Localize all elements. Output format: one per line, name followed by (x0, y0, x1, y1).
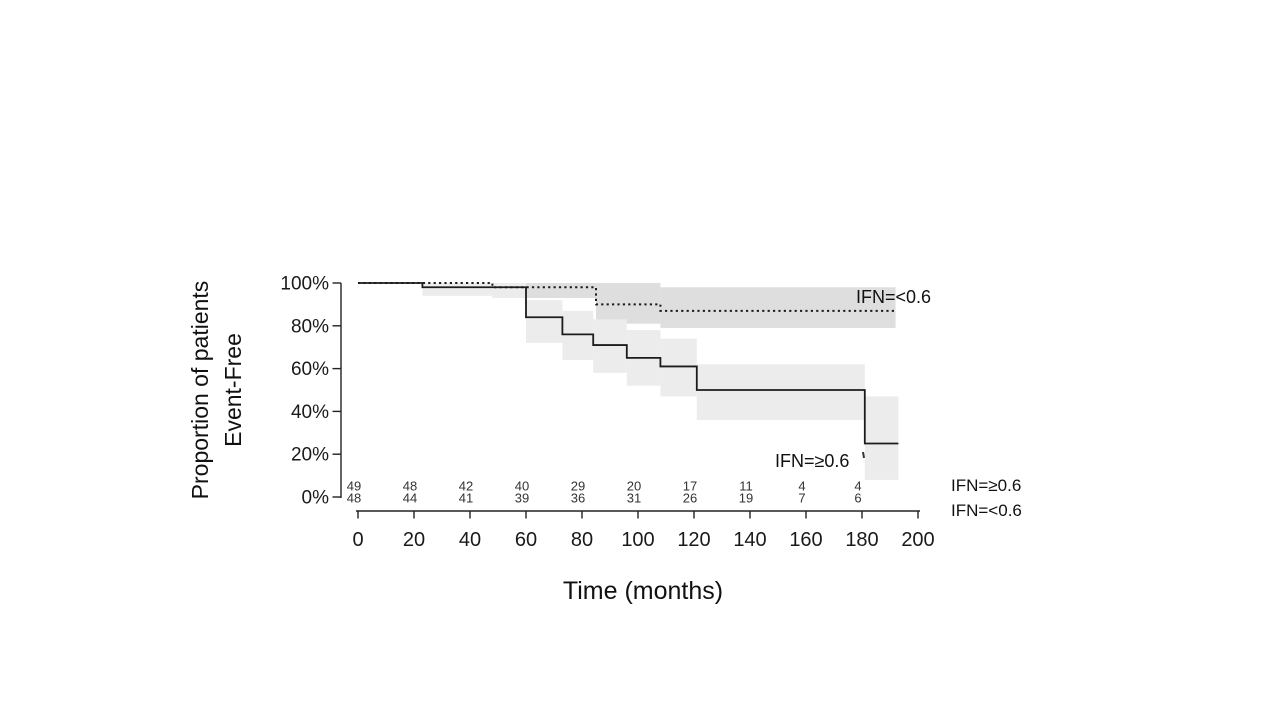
risk-count-ifn-ge-0.6: 17 (683, 479, 697, 494)
ci-band-ifn-ge-0.6 (660, 338, 697, 397)
y-tick-label: 60% (291, 359, 329, 380)
ci-band-ifn-ge-0.6 (864, 396, 899, 480)
risk-count-ifn-lt-0.6: 31 (627, 491, 641, 506)
x-tick-label: 180 (845, 529, 878, 551)
x-tick-label: 0 (352, 529, 363, 551)
x-tick-label: 40 (459, 529, 481, 551)
risk-count-ifn-lt-0.6: 26 (683, 491, 697, 506)
y-tick-label: 0% (302, 488, 330, 509)
censor-tick (862, 451, 865, 459)
x-tick-label: 160 (789, 529, 822, 551)
x-tick-label: 100 (621, 529, 654, 551)
km-curve-ifn-lt-0.6 (358, 282, 896, 312)
ci-band-ifn-lt-0.6 (596, 283, 661, 324)
x-tick-label: 200 (901, 529, 934, 551)
risk-count-ifn-ge-0.6: 40 (515, 479, 529, 494)
curve-label-ifn-lt-0.6: IFN=<0.6 (856, 287, 932, 307)
ci-band-ifn-ge-0.6 (562, 310, 594, 361)
risk-count-ifn-lt-0.6: 6 (854, 491, 861, 506)
y-tick-label: 80% (291, 316, 329, 337)
risk-count-ifn-ge-0.6: 42 (459, 479, 473, 494)
risk-count-ifn-lt-0.6: 19 (739, 491, 753, 506)
risk-count-ifn-lt-0.6: 36 (571, 491, 585, 506)
y-tick-label: 20% (291, 445, 329, 466)
risk-count-ifn-ge-0.6: 49 (347, 479, 361, 494)
risk-count-ifn-lt-0.6: 48 (347, 491, 361, 506)
y-axis-title-line2: Event-Free (220, 333, 246, 447)
x-axis-title: Time (months) (562, 577, 724, 605)
ci-band-ifn-ge-0.6 (696, 364, 865, 420)
risk-row-label-ifn-lt-0.6: IFN=<0.6 (951, 501, 1022, 520)
curve-label-ifn-ge-0.6: IFN=≥0.6 (775, 451, 850, 471)
risk-count-ifn-ge-0.6: 48 (403, 479, 417, 494)
y-axis-title-line1: Proportion of patients (187, 280, 213, 500)
risk-count-ifn-ge-0.6: 20 (627, 479, 641, 494)
risk-count-ifn-lt-0.6: 39 (515, 491, 529, 506)
risk-count-ifn-ge-0.6: 29 (571, 479, 585, 494)
risk-count-ifn-lt-0.6: 41 (459, 491, 473, 506)
risk-count-ifn-ge-0.6: 4 (854, 479, 861, 494)
risk-count-ifn-lt-0.6: 44 (403, 491, 417, 506)
ci-band-ifn-ge-0.6 (526, 300, 563, 343)
ci-band-ifn-lt-0.6 (660, 287, 896, 328)
risk-row-label-ifn-ge-0.6: IFN=≥0.6 (951, 476, 1022, 495)
ci-band-ifn-ge-0.6 (492, 283, 526, 298)
y-tick-label: 40% (291, 402, 329, 423)
ci-band-ifn-ge-0.6 (422, 283, 493, 296)
x-tick-label: 120 (677, 529, 710, 551)
x-tick-label: 80 (571, 529, 593, 551)
x-tick-label: 60 (515, 529, 537, 551)
y-tick-label: 100% (280, 274, 329, 295)
ci-band-ifn-ge-0.6 (593, 319, 627, 373)
risk-count-ifn-ge-0.6: 11 (739, 479, 753, 494)
x-tick-label: 20 (403, 529, 425, 551)
risk-count-ifn-ge-0.6: 4 (798, 479, 805, 494)
x-tick-label: 140 (733, 529, 766, 551)
risk-count-ifn-lt-0.6: 7 (798, 491, 805, 506)
km-curve-ifn-ge-0.6 (358, 282, 899, 445)
